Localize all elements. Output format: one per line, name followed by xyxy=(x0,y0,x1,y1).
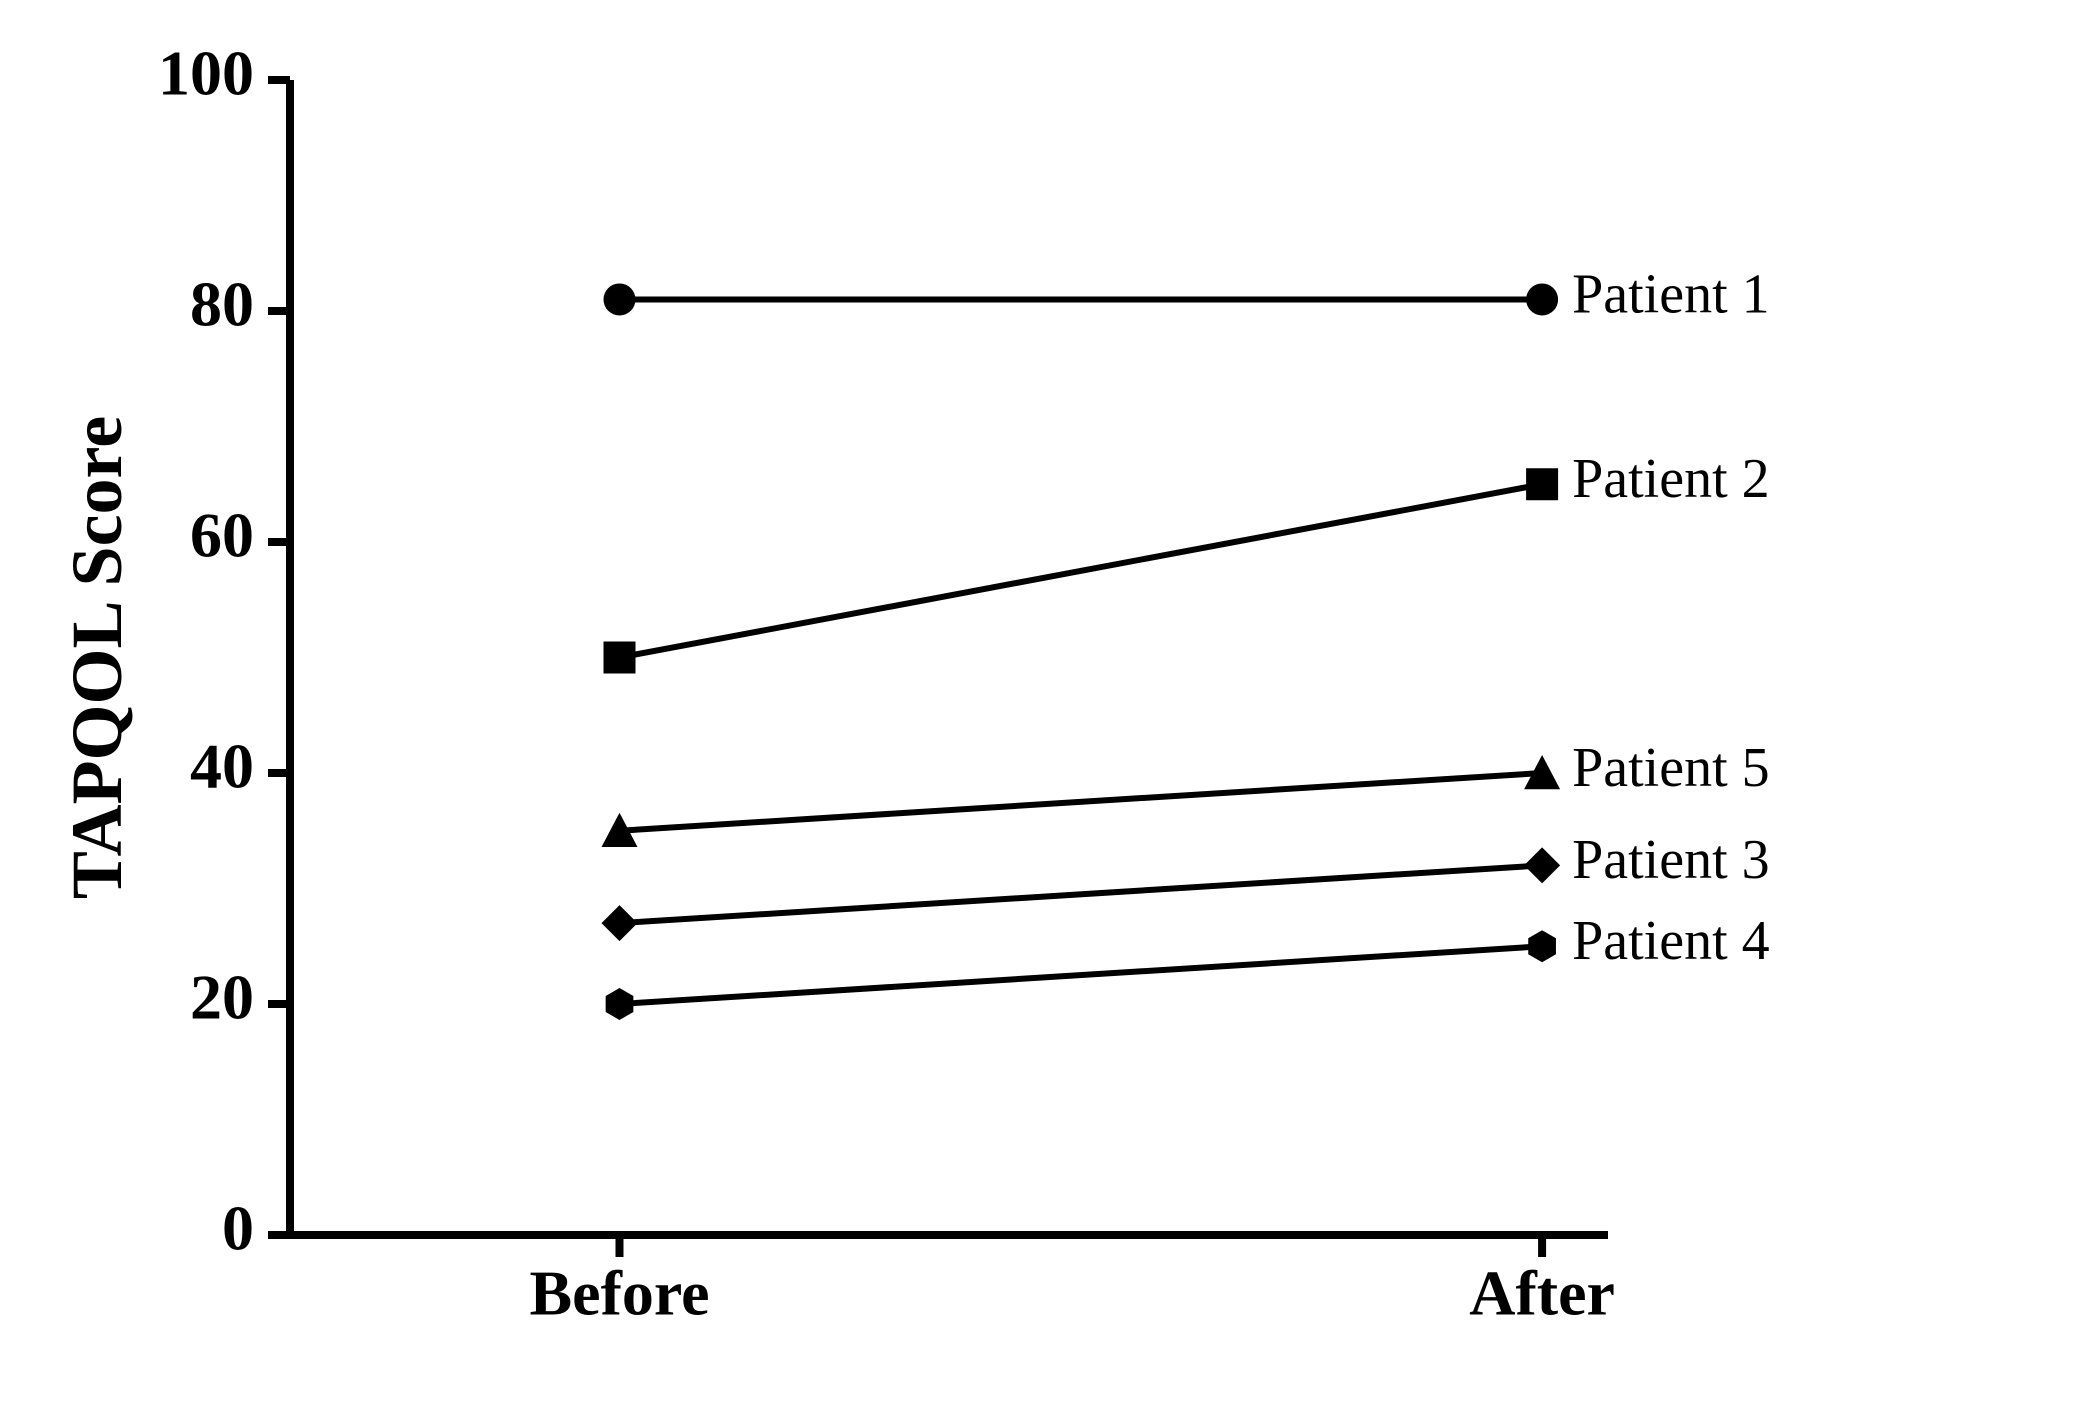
y-tick-label: 100 xyxy=(158,38,254,109)
marker-square-icon xyxy=(1526,468,1558,500)
series-label: Patient 5 xyxy=(1572,737,1770,799)
series-label: Patient 2 xyxy=(1572,448,1770,510)
marker-circle-icon xyxy=(1526,283,1558,315)
y-tick-label: 80 xyxy=(190,269,254,340)
marker-square-icon xyxy=(604,642,636,674)
series-label: Patient 4 xyxy=(1572,910,1770,972)
series-label: Patient 1 xyxy=(1572,263,1770,325)
y-axis-label: TAPQOL Score xyxy=(57,416,137,899)
series-label: Patient 3 xyxy=(1572,829,1770,891)
x-tick-label: After xyxy=(1469,1258,1615,1329)
y-tick-label: 0 xyxy=(222,1193,254,1264)
x-tick-label: Before xyxy=(529,1258,709,1329)
tapqol-chart: 0 20 40 60 80 100 Before After TAPQOL Score Patie… xyxy=(0,0,2074,1401)
marker-circle-icon xyxy=(604,283,636,315)
y-tick-label: 60 xyxy=(190,500,254,571)
y-tick-label: 40 xyxy=(190,731,254,802)
y-tick-label: 20 xyxy=(190,962,254,1033)
